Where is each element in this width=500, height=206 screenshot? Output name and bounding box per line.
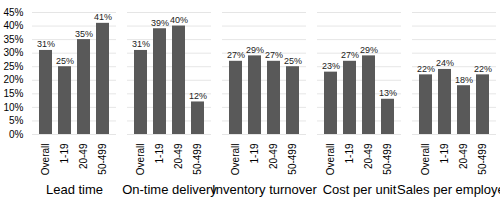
svg-text:35%: 35% — [75, 28, 93, 38]
svg-text:29%: 29% — [360, 45, 378, 55]
svg-text:Overall: Overall — [40, 144, 51, 176]
svg-text:31%: 31% — [132, 39, 150, 49]
svg-text:23%: 23% — [322, 61, 340, 71]
svg-text:20-49: 20-49 — [173, 143, 184, 169]
svg-text:Overall: Overall — [230, 144, 241, 176]
svg-text:Overall: Overall — [325, 144, 336, 176]
svg-text:Overall: Overall — [420, 144, 431, 176]
svg-text:27%: 27% — [227, 50, 245, 60]
svg-text:22%: 22% — [417, 64, 435, 74]
svg-text:27%: 27% — [265, 50, 283, 60]
svg-text:50-499: 50-499 — [97, 143, 108, 175]
svg-text:5%: 5% — [9, 115, 24, 126]
svg-text:50-499: 50-499 — [287, 143, 298, 175]
svg-text:20-49: 20-49 — [363, 143, 374, 169]
svg-text:25%: 25% — [284, 56, 302, 66]
svg-text:24%: 24% — [436, 58, 454, 68]
svg-text:40%: 40% — [170, 15, 188, 25]
svg-text:20-49: 20-49 — [78, 143, 89, 169]
svg-text:1-19: 1-19 — [344, 143, 355, 163]
svg-text:1-19: 1-19 — [439, 143, 450, 163]
svg-text:31%: 31% — [37, 39, 55, 49]
svg-text:20-49: 20-49 — [458, 143, 469, 169]
svg-text:20%: 20% — [3, 74, 23, 85]
svg-text:45%: 45% — [3, 7, 23, 18]
svg-text:41%: 41% — [94, 12, 112, 22]
svg-text:29%: 29% — [246, 45, 264, 55]
svg-text:Cost per unit: Cost per unit — [323, 182, 397, 197]
svg-text:50-499: 50-499 — [477, 143, 488, 175]
svg-text:25%: 25% — [56, 56, 74, 66]
svg-text:25%: 25% — [3, 61, 23, 72]
svg-text:30%: 30% — [3, 47, 23, 58]
svg-text:27%: 27% — [341, 50, 359, 60]
svg-text:1-19: 1-19 — [154, 143, 165, 163]
svg-text:Inventory turnover: Inventory turnover — [212, 182, 317, 197]
svg-text:Lead time: Lead time — [46, 182, 103, 197]
svg-text:50-499: 50-499 — [382, 143, 393, 175]
svg-text:18%: 18% — [455, 75, 473, 85]
svg-text:13%: 13% — [379, 88, 397, 98]
svg-text:1-19: 1-19 — [249, 143, 260, 163]
svg-text:35%: 35% — [3, 34, 23, 45]
svg-text:On-time delivery: On-time delivery — [122, 182, 217, 197]
svg-text:10%: 10% — [3, 102, 23, 113]
svg-text:22%: 22% — [474, 64, 492, 74]
svg-text:Sales per employee: Sales per employee — [397, 182, 500, 197]
svg-text:0%: 0% — [9, 129, 24, 140]
svg-text:40%: 40% — [3, 20, 23, 31]
svg-text:1-19: 1-19 — [59, 143, 70, 163]
svg-text:15%: 15% — [3, 88, 23, 99]
svg-text:12%: 12% — [189, 91, 207, 101]
svg-text:Overall: Overall — [135, 144, 146, 176]
svg-text:50-499: 50-499 — [192, 143, 203, 175]
svg-text:39%: 39% — [151, 18, 169, 28]
svg-text:20-49: 20-49 — [268, 143, 279, 169]
